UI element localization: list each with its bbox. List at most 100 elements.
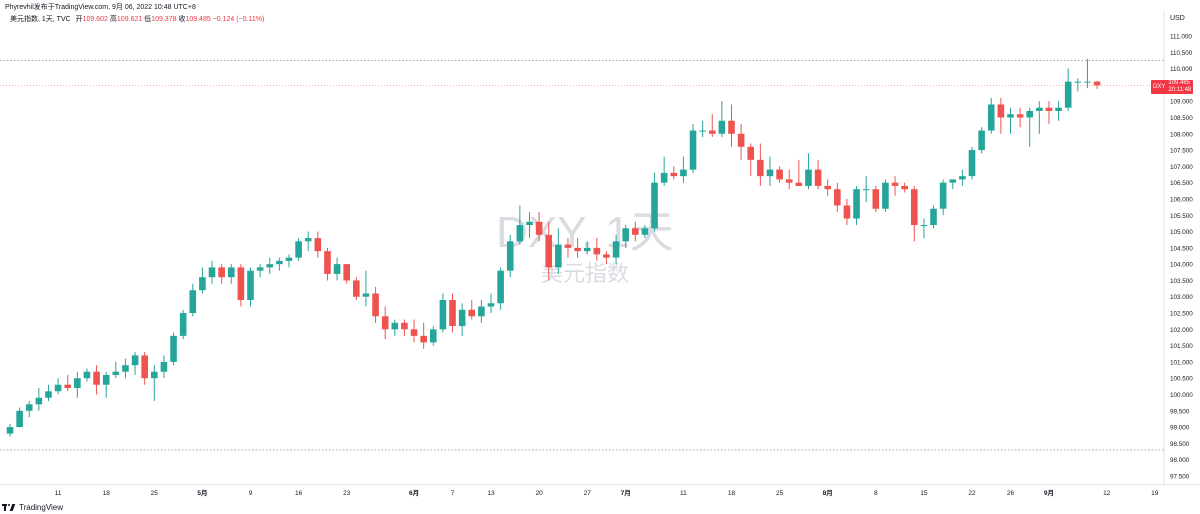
time-tick-label: 25 bbox=[776, 490, 784, 497]
price-axis[interactable]: 97.500 98.000 98.500 99.000 99.500 100.000 100… bbox=[1170, 34, 1193, 481]
candle bbox=[959, 169, 966, 186]
watermark-subtitle: 美元指数 bbox=[541, 261, 629, 286]
candle bbox=[449, 293, 456, 333]
candle-body bbox=[1084, 81, 1091, 83]
candle-body bbox=[891, 182, 899, 186]
time-axis[interactable]: 11 18 25 5月 9 16 23 6月 7 13 20 27 7月 11 18 25 8月 8 15 22 26 9… bbox=[55, 489, 1159, 497]
candle-body bbox=[593, 247, 601, 255]
candle-body bbox=[853, 189, 860, 219]
candle bbox=[632, 221, 639, 242]
low-value: 109.378 bbox=[151, 16, 177, 23]
candle bbox=[64, 374, 72, 392]
candle bbox=[670, 166, 678, 180]
candle bbox=[728, 104, 735, 147]
change-value: −0.124 (−0.11%) bbox=[212, 16, 265, 23]
price-tick-label: 103.500 bbox=[1170, 278, 1193, 285]
candle-body bbox=[766, 169, 774, 177]
candle bbox=[179, 309, 187, 340]
candles bbox=[6, 58, 1101, 437]
candle bbox=[805, 153, 812, 190]
candle bbox=[458, 303, 466, 336]
candle bbox=[872, 185, 880, 212]
candle-body bbox=[997, 104, 1005, 118]
candle bbox=[814, 159, 822, 190]
candle-body bbox=[1007, 114, 1014, 118]
price-tick-label: 111.000 bbox=[1170, 34, 1192, 41]
candle-body bbox=[64, 384, 72, 388]
price-tick-label: 106.000 bbox=[1170, 196, 1193, 203]
candle bbox=[535, 212, 543, 242]
candle-body bbox=[179, 313, 187, 336]
low-label: 低 bbox=[144, 16, 152, 23]
candle-body bbox=[237, 267, 245, 300]
candle-body bbox=[1026, 110, 1034, 118]
candle-body bbox=[141, 355, 148, 379]
candle-body bbox=[458, 309, 466, 327]
candle-body bbox=[641, 228, 649, 235]
symbol-label[interactable]: 美元指数, 1天, TVC bbox=[10, 16, 71, 23]
candle bbox=[420, 322, 427, 349]
time-tick-label: 7 bbox=[451, 490, 455, 497]
candle bbox=[141, 352, 148, 385]
candle-body bbox=[564, 244, 572, 248]
candle-body bbox=[93, 371, 100, 385]
candle-body bbox=[824, 185, 831, 190]
candle-body bbox=[612, 241, 620, 258]
candle bbox=[939, 179, 947, 216]
candle-body bbox=[285, 257, 293, 261]
price-tick-label: 107.000 bbox=[1170, 164, 1193, 171]
price-tick-label: 108.500 bbox=[1170, 115, 1193, 122]
candle bbox=[1084, 58, 1091, 89]
candle bbox=[170, 332, 177, 366]
candle bbox=[612, 234, 620, 265]
candle-body bbox=[795, 182, 803, 186]
candle-body bbox=[189, 290, 197, 314]
price-tick-label: 101.000 bbox=[1170, 359, 1193, 366]
candle-body bbox=[401, 322, 408, 330]
candle bbox=[843, 198, 851, 226]
candle-body bbox=[227, 267, 235, 278]
price-tick-label: 106.500 bbox=[1170, 180, 1193, 187]
candle bbox=[978, 127, 985, 154]
footer-brand[interactable]: TradingView bbox=[2, 503, 63, 512]
candle bbox=[372, 286, 379, 323]
candle bbox=[747, 143, 755, 177]
candle-body bbox=[343, 264, 350, 281]
candle bbox=[699, 120, 706, 138]
candle-body bbox=[506, 241, 514, 271]
candle bbox=[949, 179, 957, 190]
candle-body bbox=[805, 169, 812, 186]
time-tick-label: 9 bbox=[249, 490, 253, 497]
candle bbox=[16, 407, 23, 428]
candle bbox=[6, 423, 14, 437]
candle-body bbox=[708, 130, 716, 134]
candle-body bbox=[670, 172, 678, 177]
candle bbox=[708, 114, 716, 138]
candle bbox=[199, 267, 206, 294]
candle bbox=[151, 365, 158, 402]
candle-body bbox=[728, 120, 735, 134]
candle-body bbox=[1064, 81, 1072, 108]
candle bbox=[45, 384, 52, 402]
tradingview-logo-icon bbox=[2, 503, 16, 512]
candle-body bbox=[737, 133, 745, 147]
candle bbox=[824, 179, 831, 196]
candle bbox=[429, 326, 437, 346]
candle-body bbox=[516, 225, 524, 242]
candle bbox=[276, 257, 283, 271]
time-tick-label: 15 bbox=[920, 490, 928, 497]
candle bbox=[564, 238, 572, 258]
candle-body bbox=[1045, 107, 1053, 111]
candle-body bbox=[353, 280, 360, 297]
candle bbox=[526, 212, 533, 239]
candle-body bbox=[930, 208, 937, 226]
high-label: 高 bbox=[109, 16, 117, 23]
candle bbox=[882, 179, 889, 212]
candle-body bbox=[74, 378, 81, 388]
candle-body bbox=[660, 172, 668, 183]
price-tag-values: 109.485 20:11:48 bbox=[1168, 80, 1191, 94]
price-tick-label: 99.500 bbox=[1170, 408, 1190, 415]
candle bbox=[737, 124, 745, 160]
candle bbox=[266, 257, 274, 274]
